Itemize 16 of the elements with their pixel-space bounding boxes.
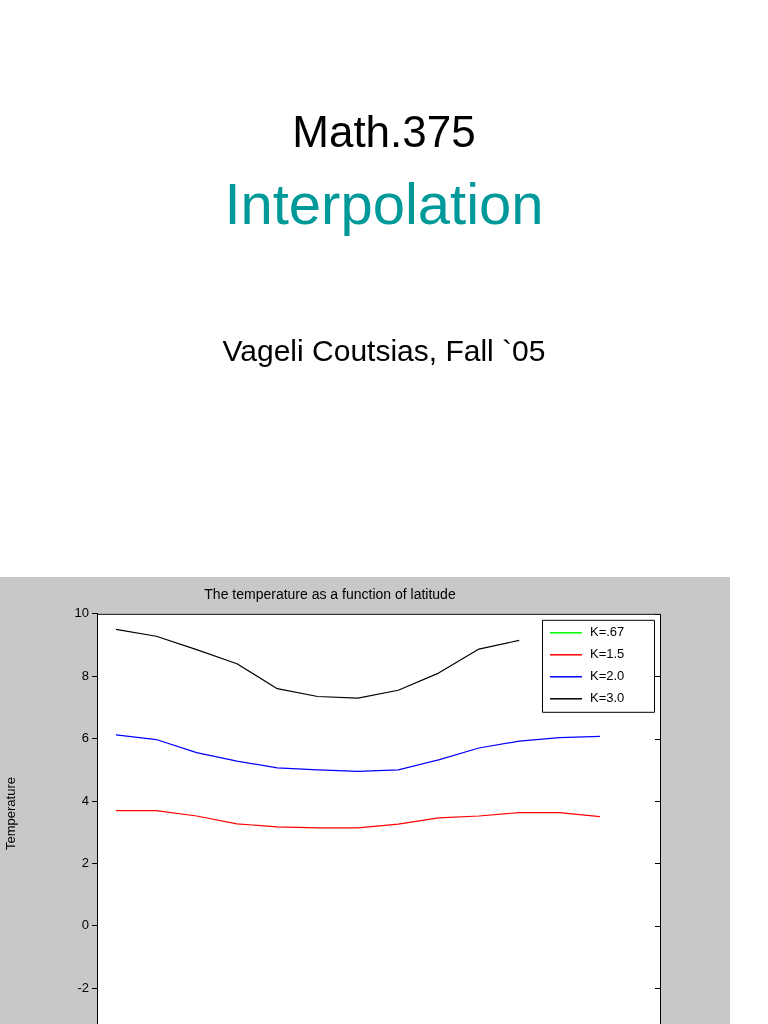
- text: Vageli Coutsias, Fall `05: [221, 334, 547, 367]
- y-tick-label: -2: [77, 979, 89, 995]
- y-tick-label: 6: [81, 730, 89, 746]
- legend-label: K=3.0: [590, 690, 625, 706]
- chart-title: The temperature as a function of latitude: [204, 586, 456, 603]
- text: Math.375: [291, 107, 477, 157]
- y-axis-title: Temperature: [3, 777, 19, 850]
- legend-label: K=2.0: [590, 668, 625, 684]
- y-tick-label: 4: [81, 792, 89, 808]
- y-tick-label: 10: [74, 605, 89, 621]
- text: Interpolation: [223, 171, 545, 236]
- legend-label: K=.67: [590, 624, 625, 640]
- y-tick-label: 0: [81, 917, 89, 933]
- y-tick-label: 8: [81, 667, 89, 683]
- y-tick-label: 2: [81, 855, 89, 870]
- legend-label: K=1.5: [590, 646, 625, 662]
